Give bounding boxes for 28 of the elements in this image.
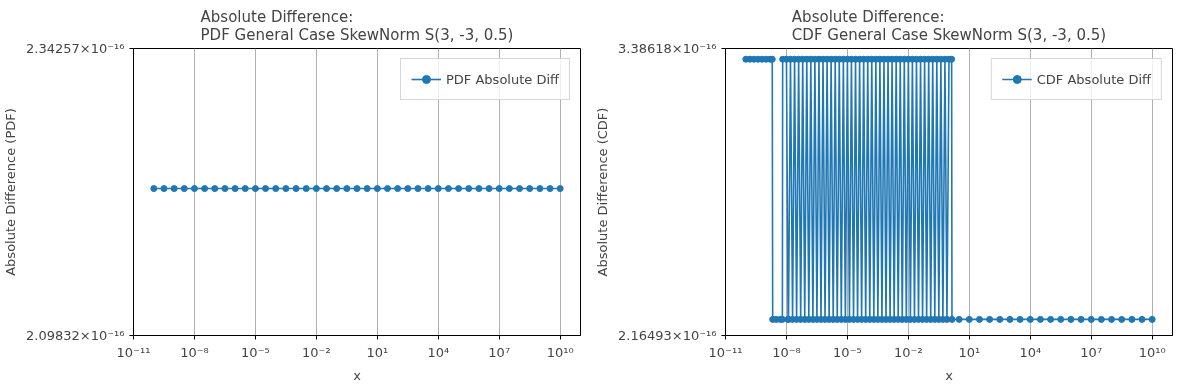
x-tick-label: 10⁻⁸ (772, 344, 801, 360)
x-tick-label: 10⁻⁵ (241, 344, 270, 360)
chart-title: Absolute Difference: PDF General Case SkewNorm S(3, -3, 0.5) (200, 7, 514, 44)
x-tick-label: 10¹⁰ (546, 344, 574, 360)
x-axis-title: x (945, 367, 954, 383)
y-tick-label: 2.09832×10⁻¹⁶ (26, 328, 125, 343)
chart-title: Absolute Difference: CDF General Case SkewNorm S(3, -3, 0.5) (791, 7, 1107, 44)
x-tick-label: 10⁻¹¹ (708, 344, 743, 360)
x-axis-title: x (353, 367, 362, 383)
x-tick-label: 10⁴ (427, 344, 450, 360)
x-tick-label: 10¹ (366, 344, 389, 360)
x-tick-label: 10⁻² (894, 344, 923, 360)
x-tick-label: 10⁻⁸ (180, 344, 209, 360)
y-tick-label: 2.34257×10⁻¹⁶ (26, 41, 125, 56)
y-axis-title: Absolute Difference (CDF) (595, 107, 611, 277)
x-tick-label: 10⁻¹¹ (116, 344, 151, 360)
x-tick-label: 10⁻⁵ (833, 344, 862, 360)
x-tick-label: 10⁷ (1080, 344, 1103, 360)
y-axis-title: Absolute Difference (PDF) (3, 108, 19, 276)
legend-label: PDF Absolute Diff (446, 71, 559, 87)
x-tick-label: 10¹⁰ (1138, 344, 1166, 360)
x-tick-label: 10⁷ (488, 344, 511, 360)
y-tick-label: 3.38618×10⁻¹⁶ (618, 41, 717, 56)
y-tick-label: 2.16493×10⁻¹⁶ (618, 328, 717, 343)
legend-label: CDF Absolute Diff (1036, 71, 1151, 87)
x-tick-label: 10⁴ (1019, 344, 1042, 360)
x-tick-label: 10¹ (958, 344, 981, 360)
x-tick-label: 10⁻² (302, 344, 331, 360)
